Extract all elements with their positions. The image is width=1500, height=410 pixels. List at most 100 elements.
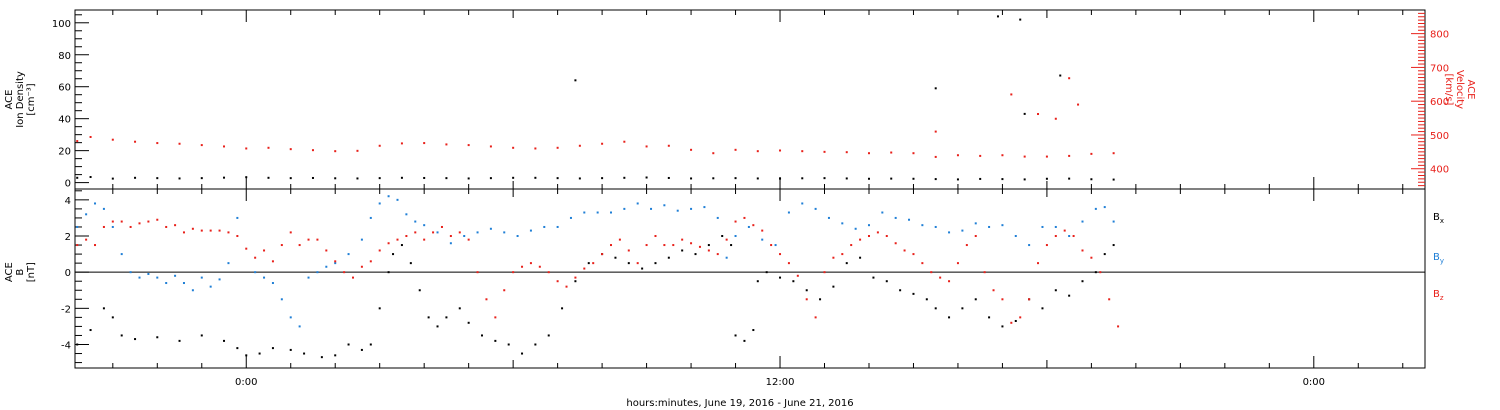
- field-point-bx: [1081, 280, 1084, 283]
- field-point-bx: [654, 262, 657, 265]
- velocity-point: [1054, 117, 1057, 120]
- field-point-bz: [94, 244, 97, 247]
- x-tick-label: 12:00: [766, 377, 795, 388]
- field-point-bx: [89, 329, 92, 332]
- field-point-by: [236, 216, 239, 219]
- velocity-point: [801, 150, 804, 153]
- bottom-tick-label: -2: [61, 304, 71, 315]
- field-point-bz: [930, 271, 933, 274]
- field-point-by: [369, 216, 372, 219]
- density-point: [890, 177, 893, 180]
- field-point-by: [387, 195, 390, 198]
- velocity-point: [1037, 113, 1040, 116]
- field-point-by: [881, 211, 884, 214]
- density-point: [1112, 178, 1115, 181]
- field-point-by: [663, 204, 666, 207]
- field-point-bx: [458, 307, 461, 310]
- top-right-tick-label: 400: [1430, 165, 1449, 176]
- field-point-bx: [872, 276, 875, 279]
- velocity-point: [912, 152, 915, 155]
- top-right-ylabel-line: [km/s]: [1443, 74, 1454, 106]
- density-point: [356, 177, 359, 180]
- field-point-bx: [721, 235, 724, 238]
- velocity-point: [1045, 155, 1048, 158]
- field-point-by: [690, 207, 693, 210]
- density-point: [996, 15, 999, 18]
- velocity-point: [311, 149, 314, 152]
- density-point: [645, 176, 648, 179]
- field-point-bz: [334, 260, 337, 263]
- density-point: [979, 177, 982, 180]
- field-point-by: [703, 206, 706, 209]
- field-point-bx: [974, 298, 977, 301]
- density-point: [467, 177, 470, 180]
- field-point-bx: [681, 249, 684, 252]
- field-point-bx: [756, 280, 759, 283]
- field-point-bz: [138, 222, 141, 225]
- field-point-bz: [1019, 316, 1022, 319]
- density-point: [556, 177, 559, 180]
- velocity-point: [623, 140, 626, 143]
- field-point-bz: [360, 265, 363, 268]
- field-point-bz: [770, 244, 773, 247]
- field-point-bz: [663, 244, 666, 247]
- velocity-point: [1077, 103, 1080, 106]
- x-tick-label: 0:00: [1303, 377, 1325, 388]
- field-point-bz: [209, 229, 212, 232]
- field-point-bx: [467, 321, 470, 324]
- density-point: [311, 176, 314, 179]
- field-point-bx: [885, 280, 888, 283]
- field-point-by: [1041, 225, 1044, 228]
- velocity-point: [578, 144, 581, 147]
- field-point-bz: [227, 231, 230, 234]
- field-point-bz: [165, 225, 168, 228]
- field-point-bx: [120, 334, 123, 337]
- bottom-tick-label: 4: [65, 196, 71, 207]
- field-point-bx: [378, 307, 381, 310]
- field-point-by: [974, 222, 977, 225]
- field-point-bz: [245, 247, 248, 250]
- density-point: [756, 177, 759, 180]
- field-point-bx: [303, 352, 306, 355]
- field-point-bx: [925, 298, 928, 301]
- bottom-tick-label: 2: [65, 232, 71, 243]
- field-point-bx: [734, 334, 737, 337]
- field-point-by: [1094, 207, 1097, 210]
- field-point-by: [165, 282, 168, 285]
- field-point-bx: [859, 256, 862, 259]
- velocity-point: [779, 149, 782, 152]
- field-point-bx: [507, 343, 510, 346]
- x-axis-label: hours:minutes, June 19, 2016 - June 21, …: [626, 398, 853, 409]
- density-point: [445, 177, 448, 180]
- field-point-by: [102, 207, 105, 210]
- field-point-by: [347, 253, 350, 256]
- field-point-bz: [396, 238, 399, 241]
- density-point: [1090, 178, 1093, 181]
- field-point-bz: [885, 235, 888, 238]
- field-point-by: [854, 227, 857, 230]
- field-point-by: [1112, 220, 1115, 223]
- field-point-bx: [236, 347, 239, 350]
- legend-subscript: z: [1440, 294, 1444, 302]
- velocity-point: [934, 155, 937, 158]
- field-point-by: [463, 235, 466, 238]
- bottom-panel-magnetic-field: -4 -2 0 2 4 ACE B [nT] Bx By Bz: [4, 188, 1444, 369]
- field-point-bz: [76, 244, 79, 247]
- field-point-by: [218, 278, 221, 281]
- density-point: [578, 177, 581, 180]
- field-point-bx: [765, 271, 768, 274]
- field-point-bz: [867, 235, 870, 238]
- density-point: [423, 176, 426, 179]
- velocity-point: [178, 142, 181, 145]
- field-point-bz: [485, 298, 488, 301]
- field-point-bx: [1103, 253, 1106, 256]
- field-point-bz: [405, 235, 408, 238]
- field-point-by: [489, 227, 492, 230]
- field-point-bz: [254, 256, 257, 259]
- field-point-bz: [1099, 271, 1102, 274]
- top-left-tick-label: 60: [58, 83, 71, 94]
- field-point-bz: [494, 316, 497, 319]
- field-point-bx: [245, 354, 248, 357]
- field-point-by: [543, 225, 546, 228]
